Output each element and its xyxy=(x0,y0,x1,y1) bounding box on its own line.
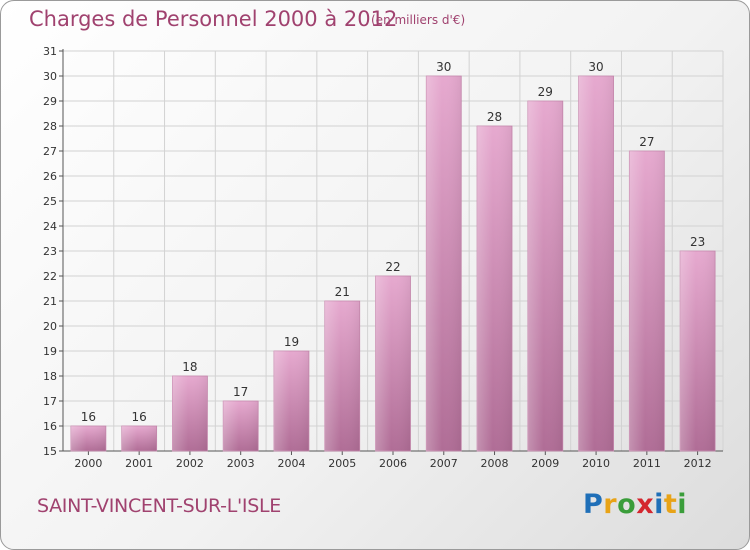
logo-letter: r xyxy=(603,489,618,520)
data-label: 30 xyxy=(588,60,603,74)
data-label: 29 xyxy=(538,85,553,99)
x-tick-label: 2009 xyxy=(531,457,559,470)
data-label: 22 xyxy=(385,260,400,274)
x-tick-label: 2008 xyxy=(481,457,509,470)
y-tick-label: 22 xyxy=(43,270,57,283)
x-tick-label: 2004 xyxy=(277,457,305,470)
y-tick-label: 19 xyxy=(43,345,57,358)
x-tick-label: 2003 xyxy=(227,457,255,470)
y-tick-label: 30 xyxy=(43,70,57,83)
x-tick-label: 2012 xyxy=(684,457,712,470)
data-label: 18 xyxy=(182,360,197,374)
bar-sheen xyxy=(426,76,462,451)
bar-sheen xyxy=(629,151,665,451)
logo-letter: t xyxy=(663,489,678,520)
y-tick-label: 24 xyxy=(43,220,57,233)
y-tick-label: 29 xyxy=(43,95,57,108)
x-tick-label: 2006 xyxy=(379,457,407,470)
bar-sheen xyxy=(223,401,259,451)
data-label: 27 xyxy=(639,135,654,149)
data-label: 30 xyxy=(436,60,451,74)
x-tick-label: 2010 xyxy=(582,457,610,470)
bar-sheen xyxy=(680,251,716,451)
logo-letter: i xyxy=(654,489,664,520)
x-tick-label: 2001 xyxy=(125,457,153,470)
y-tick-label: 31 xyxy=(43,45,57,58)
data-label: 28 xyxy=(487,110,502,124)
data-label: 19 xyxy=(284,335,299,349)
x-tick-label: 2007 xyxy=(430,457,458,470)
x-tick-label: 2002 xyxy=(176,457,204,470)
x-tick-label: 2000 xyxy=(74,457,102,470)
data-label: 16 xyxy=(132,410,147,424)
bar-sheen xyxy=(172,376,208,451)
data-label: 17 xyxy=(233,385,248,399)
data-label: 16 xyxy=(81,410,96,424)
y-tick-label: 26 xyxy=(43,170,57,183)
bar-sheen xyxy=(121,426,157,451)
y-tick-label: 17 xyxy=(43,395,57,408)
bar-sheen xyxy=(527,101,563,451)
x-tick-label: 2011 xyxy=(633,457,661,470)
bar-sheen xyxy=(273,351,309,451)
logo-letter: o xyxy=(617,489,637,520)
data-label: 23 xyxy=(690,235,705,249)
chart-subtitle: (en milliers d'€) xyxy=(371,13,466,27)
y-tick-label: 28 xyxy=(43,120,57,133)
commune-name: SAINT-VINCENT-SUR-L'ISLE xyxy=(37,495,281,517)
y-tick-label: 16 xyxy=(43,420,57,433)
bar-sheen xyxy=(324,301,360,451)
bar-sheen xyxy=(375,276,411,451)
y-tick-label: 23 xyxy=(43,245,57,258)
bar-sheen xyxy=(70,426,106,451)
proxiti-logo: Proxiti xyxy=(583,489,687,520)
chart-title: Charges de Personnel 2000 à 2012 xyxy=(29,7,398,31)
y-tick-label: 25 xyxy=(43,195,57,208)
x-tick-label: 2005 xyxy=(328,457,356,470)
bar-chart: 15 16 17 18 19 20 21 22 23 24 25 26 27 28 29 30 31 2000 20… xyxy=(43,45,724,470)
bar-sheen xyxy=(477,126,513,451)
y-tick-label: 27 xyxy=(43,145,57,158)
logo-letter: x xyxy=(636,489,655,520)
logo-letter: P xyxy=(583,489,604,520)
y-tick-label: 18 xyxy=(43,370,57,383)
y-tick-label: 20 xyxy=(43,320,57,333)
y-tick-label: 21 xyxy=(43,295,57,308)
bar-sheen xyxy=(578,76,614,451)
data-label: 21 xyxy=(335,285,350,299)
y-tick-label: 15 xyxy=(43,445,57,458)
logo-letter: i xyxy=(677,489,688,520)
